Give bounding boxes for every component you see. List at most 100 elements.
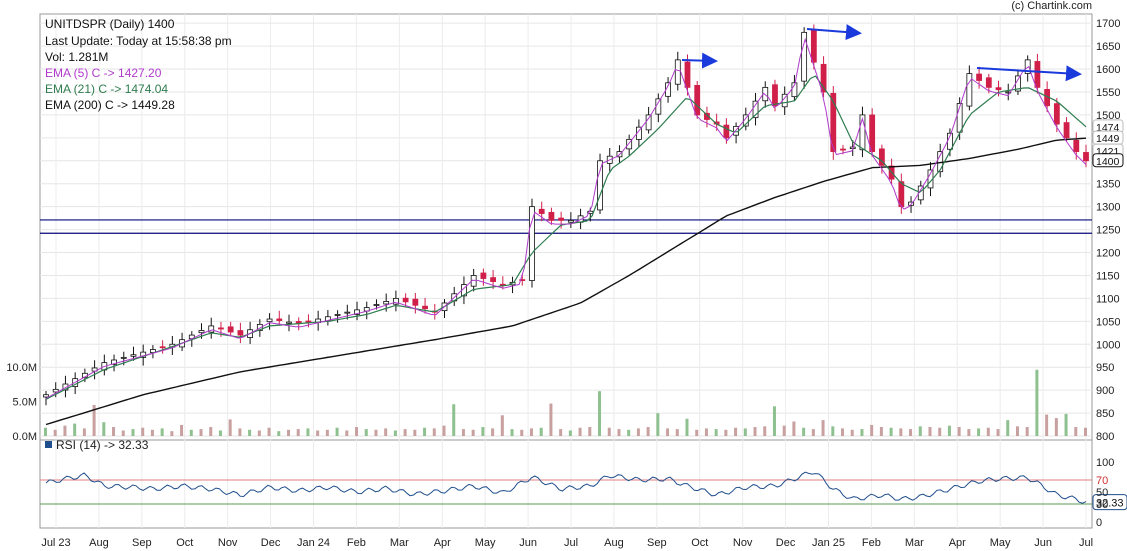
chart-grid (39, 13, 1093, 529)
volume-tick-label: 5.0M (13, 397, 37, 409)
month-tick-label: Dec (776, 537, 796, 549)
candle-body (208, 325, 215, 333)
month-tick-label: Mar (390, 537, 409, 549)
volume-bar (355, 427, 359, 436)
month-tick-label: Nov (218, 537, 238, 549)
volume-bar (656, 413, 660, 436)
candle-body (373, 304, 380, 306)
ema21-line (45, 75, 1087, 400)
rsi-line (45, 471, 1087, 504)
candle-body (111, 359, 117, 365)
volume-bar (714, 429, 718, 436)
volume-bar (1054, 418, 1058, 436)
volume-tick-label: 0.0M (13, 431, 37, 443)
volume-bar (617, 429, 621, 436)
volume-bar (947, 425, 951, 436)
volume-bar (1006, 420, 1010, 436)
support-lines (40, 219, 1092, 234)
volume-bar (199, 429, 203, 436)
volume-bar (413, 429, 417, 436)
candle-body (422, 305, 428, 310)
month-tick-label: May (990, 537, 1011, 549)
volume-bar (938, 427, 942, 436)
month-tick-label: Apr (949, 537, 966, 549)
volume-bar (549, 403, 553, 436)
volume-bar (666, 428, 670, 436)
candle-body (529, 206, 535, 281)
volume-bar (325, 429, 329, 436)
candle-body (597, 160, 603, 211)
month-tick-label: Sep (132, 537, 152, 549)
volume-bar (636, 428, 640, 436)
volume-bar (92, 404, 96, 436)
ema21-readout: EMA (21) C -> 1474.04 (45, 82, 169, 96)
volume-bar (82, 428, 86, 436)
last-value-tag (1092, 153, 1124, 168)
volume-bar (121, 430, 125, 436)
candle-body (256, 323, 263, 331)
month-tick-label: Sep (647, 537, 667, 549)
volume-bar (248, 429, 252, 436)
volume-bar (500, 415, 504, 436)
ema5-readout: EMA (5) C -> 1427.20 (45, 66, 162, 80)
volume-bar (743, 428, 747, 436)
volume-bar (1035, 369, 1039, 436)
volume-bar (102, 422, 106, 436)
month-tick-label: Oct (691, 537, 708, 549)
volume-bar (257, 430, 261, 436)
volume-bar (568, 430, 572, 436)
volume-bar (44, 427, 47, 436)
volume-bar (364, 429, 368, 436)
price-tick-label: 950 (1096, 362, 1114, 374)
month-tick-label: Jun (1034, 537, 1052, 549)
candle-body (985, 77, 992, 88)
volume-bar (734, 427, 738, 436)
chartink-credit[interactable]: (c) Chartink.com (1011, 0, 1092, 12)
candle-body (1034, 61, 1041, 88)
volume-bar (850, 429, 854, 436)
candle-body (305, 320, 312, 323)
candle-body (227, 326, 234, 333)
candle-body (558, 217, 565, 221)
rsi-tick-label: 30 (1096, 499, 1108, 511)
volume-bar (180, 424, 184, 436)
volume-bar (393, 430, 397, 436)
volume-bar (967, 429, 971, 436)
volume-bar (578, 427, 582, 436)
volume-bar (150, 429, 154, 436)
candle-body (490, 277, 497, 282)
rsi-panel: 32.33 (45, 471, 1127, 511)
volume-bar (131, 429, 135, 436)
trend-arrow (976, 65, 1082, 82)
volume-bar (189, 429, 193, 436)
candle-body (276, 318, 283, 321)
candle-body (266, 318, 273, 323)
ema200-readout: EMA (200) C -> 1449.28 (45, 98, 175, 112)
volume-bar (753, 427, 757, 436)
volume-bar (792, 421, 796, 436)
candle-body (383, 301, 390, 305)
candle-body (752, 100, 759, 119)
candle-body (159, 346, 166, 349)
rsi-label: RSI (14) -> 32.33 (45, 438, 148, 452)
candle-body (1005, 91, 1012, 94)
last-value-label: 1449 (1096, 133, 1120, 145)
candle-body (62, 383, 69, 391)
volume-bar (296, 429, 300, 436)
candle-body (995, 87, 1002, 91)
volume-bar (520, 429, 524, 436)
candle-body (976, 73, 982, 81)
volume-bar (1074, 427, 1078, 436)
volume-bar (345, 430, 349, 436)
volume-bar (432, 428, 436, 436)
candle-body (645, 114, 652, 131)
volume-bar (870, 424, 874, 436)
price-tick-label: 1100 (1096, 293, 1120, 305)
rsi-tick-label: 0 (1096, 517, 1102, 529)
volume-bar (539, 427, 543, 436)
candle-body (538, 208, 545, 214)
candle-body (334, 314, 341, 316)
volume-bar (461, 429, 465, 436)
candle-body (840, 148, 846, 151)
candle-body (859, 114, 866, 151)
